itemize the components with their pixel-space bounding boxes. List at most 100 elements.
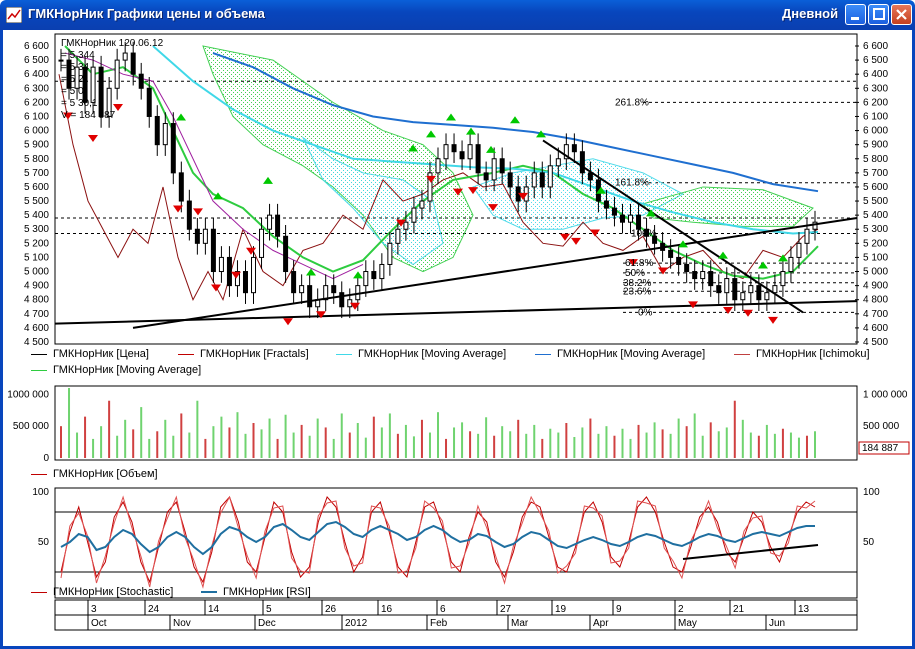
minimize-icon bbox=[851, 17, 859, 20]
price-tick-label-left: 5 700 bbox=[24, 168, 49, 179]
trend-lines bbox=[54, 139, 858, 329]
volume-bars bbox=[60, 388, 816, 458]
candle-body bbox=[58, 59, 64, 62]
price-tick-label-right: 6 000 bbox=[863, 126, 888, 137]
fractal-up-marker bbox=[596, 186, 606, 194]
candle-body bbox=[652, 235, 658, 244]
price-tick-label-right: 6 300 bbox=[863, 83, 888, 94]
day-label: 27 bbox=[500, 604, 512, 615]
candle-body bbox=[467, 144, 473, 160]
price-tick-label-left: 6 400 bbox=[24, 69, 49, 80]
volume-tick-left: 1000 000 bbox=[7, 389, 49, 400]
day-label: 16 bbox=[381, 604, 393, 615]
legend-swatch bbox=[31, 369, 47, 371]
fib-level-label: 100% bbox=[631, 228, 657, 239]
candle-body bbox=[138, 73, 144, 89]
moving-average-blue bbox=[212, 52, 819, 193]
candle-body bbox=[435, 158, 441, 174]
candle-body bbox=[475, 144, 481, 174]
candle-body bbox=[700, 271, 706, 280]
legend-item[interactable]: ГМКНорНик [Цена] bbox=[31, 348, 149, 360]
candle-body bbox=[507, 172, 513, 188]
candle-body bbox=[619, 214, 625, 223]
legend-swatch bbox=[734, 353, 750, 355]
price-tick-label-right: 4 600 bbox=[863, 323, 888, 334]
candle-body bbox=[628, 214, 634, 223]
legend-item[interactable]: ГМКНорНик [Moving Average] bbox=[336, 348, 506, 360]
title-bar[interactable]: ГМКНорНик Графики цены и объема Дневной bbox=[0, 0, 915, 30]
candle-body bbox=[218, 256, 224, 273]
candle-body bbox=[267, 214, 273, 230]
price-tick-label-right: 5 100 bbox=[863, 252, 888, 263]
legend-item[interactable]: ГМКНорНик [Fractals] bbox=[178, 348, 309, 360]
fractal-up-marker bbox=[408, 144, 418, 152]
fractal-down-marker bbox=[231, 271, 241, 279]
candle-body bbox=[459, 151, 465, 160]
rsi-line bbox=[60, 520, 815, 556]
price-tick-label-left: 5 800 bbox=[24, 154, 49, 165]
candle-body bbox=[780, 271, 786, 287]
period-label[interactable]: Дневной bbox=[782, 6, 839, 21]
fractal-down-marker bbox=[571, 237, 581, 245]
close-button[interactable] bbox=[891, 4, 912, 25]
volume-y-axis: 1000 000 500 000 0 1 000 000 500 000 184 887 bbox=[7, 389, 910, 464]
price-tick-label-left: 4 900 bbox=[24, 281, 49, 292]
maximize-button[interactable] bbox=[868, 4, 889, 25]
fractal-down-marker bbox=[88, 135, 98, 143]
price-tick-label-left: 5 000 bbox=[24, 267, 49, 278]
candle-body bbox=[371, 271, 377, 280]
candle-body bbox=[122, 52, 128, 61]
legend-label: ГМКНорНик [RSI] bbox=[223, 586, 311, 598]
fractal-up-marker bbox=[446, 113, 456, 121]
candle-body bbox=[403, 221, 409, 230]
minimize-button[interactable] bbox=[845, 4, 866, 25]
price-tick-label-right: 6 600 bbox=[863, 41, 888, 52]
price-candles bbox=[58, 41, 818, 319]
day-label: 14 bbox=[208, 604, 220, 615]
oscillator-tick-right: 50 bbox=[863, 537, 875, 548]
volume-tick-right: 500 000 bbox=[863, 421, 900, 432]
day-label: 24 bbox=[148, 604, 160, 615]
candle-body bbox=[764, 292, 770, 301]
fractal-up-marker bbox=[353, 271, 363, 279]
candle-body bbox=[242, 271, 248, 294]
fractal-up-marker bbox=[758, 261, 768, 269]
legend-item[interactable]: ГМКНорНик [RSI] bbox=[201, 586, 311, 598]
candle-body bbox=[555, 158, 561, 167]
fractal-down-marker bbox=[396, 219, 406, 227]
price-tick-label-left: 6 500 bbox=[24, 55, 49, 66]
legend-item[interactable]: ГМКНорНик [Ichimoku] bbox=[734, 348, 870, 360]
candle-body bbox=[772, 285, 778, 294]
oscillator-tick-left: 100 bbox=[32, 487, 49, 498]
candle-body bbox=[66, 59, 72, 89]
fractal-down-marker bbox=[453, 188, 463, 196]
oscillator-tick-left: 50 bbox=[38, 537, 50, 548]
falling-trend-line bbox=[542, 139, 804, 314]
ichimoku-cloud-area bbox=[301, 136, 444, 266]
candle-body bbox=[716, 285, 722, 294]
candle-body bbox=[740, 292, 746, 301]
fractal-up-marker bbox=[263, 176, 273, 184]
legend-item[interactable]: ГМКНорНик [Moving Average] bbox=[31, 364, 201, 376]
oscillator-panel-frame bbox=[54, 487, 858, 599]
legend-item[interactable]: ГМКНорНик [Объем] bbox=[31, 468, 158, 480]
current-volume-value: 184 887 bbox=[862, 443, 899, 454]
fractal-up-marker bbox=[486, 145, 496, 153]
fib-level-label: 0% bbox=[638, 307, 653, 318]
candle-body bbox=[82, 66, 88, 103]
candle-body bbox=[339, 292, 345, 308]
price-info-box: ГМКНорНик 120.06.12 = 5 344 = 5 34 = 5 2… bbox=[61, 38, 164, 121]
info-line: = 5 344 bbox=[61, 50, 95, 61]
volume-tick-left: 500 000 bbox=[13, 421, 50, 432]
candle-body bbox=[283, 235, 289, 273]
legend-item[interactable]: ГМКНорНик [Stochastic] bbox=[31, 586, 173, 598]
candle-body bbox=[411, 207, 417, 223]
price-tick-label-right: 5 200 bbox=[863, 238, 888, 249]
candle-body bbox=[259, 228, 265, 258]
candle-body bbox=[547, 165, 553, 188]
candle-body bbox=[210, 228, 216, 273]
candle-body bbox=[571, 144, 577, 153]
candle-body bbox=[756, 285, 762, 301]
legend-item[interactable]: ГМКНорНик [Moving Average] bbox=[535, 348, 705, 360]
